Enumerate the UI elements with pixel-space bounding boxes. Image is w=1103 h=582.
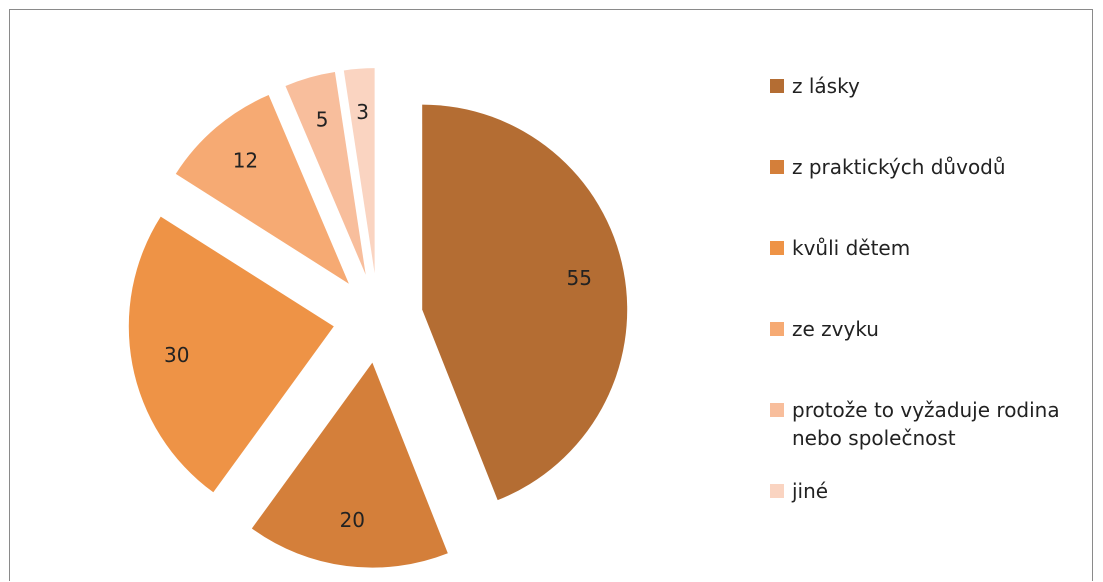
pie-area: 55 20 30 12 5 3 (128, 68, 628, 568)
data-label: 30 (164, 343, 189, 367)
pie-slice (422, 104, 628, 501)
legend-item: z praktických důvodů (770, 153, 1102, 181)
data-label: 5 (316, 107, 329, 131)
legend-label: kvůli dětem (792, 236, 911, 260)
pie-slice (285, 72, 366, 275)
legend-swatch (770, 241, 784, 255)
legend-label: ze zvyku (792, 317, 879, 341)
legend-label: z praktických důvodů (792, 155, 1006, 179)
legend-swatch (770, 484, 784, 498)
legend-item: z lásky (770, 72, 1102, 100)
legend-item: kvůli dětem (770, 234, 1102, 262)
legend-swatch (770, 403, 784, 417)
legend-item: ze zvyku (770, 315, 1102, 343)
chart-frame (9, 9, 1093, 581)
pie-slice (343, 68, 375, 274)
data-label: 55 (567, 266, 592, 290)
data-label: 12 (233, 148, 258, 172)
legend-swatch (770, 322, 784, 336)
data-label: 20 (340, 508, 365, 532)
pie-slice (175, 95, 349, 284)
data-label: 3 (356, 100, 369, 124)
legend-label: protože to vyžaduje rodina nebo společno… (792, 398, 1060, 450)
legend-item: jiné (770, 477, 1102, 505)
pie-slice (251, 362, 448, 568)
legend-label: z lásky (792, 74, 860, 98)
legend-swatch (770, 79, 784, 93)
legend-swatch (770, 160, 784, 174)
legend-item: protože to vyžaduje rodina nebo společno… (770, 396, 1102, 452)
pie-slice (128, 216, 334, 493)
legend-label: jiné (792, 479, 829, 503)
